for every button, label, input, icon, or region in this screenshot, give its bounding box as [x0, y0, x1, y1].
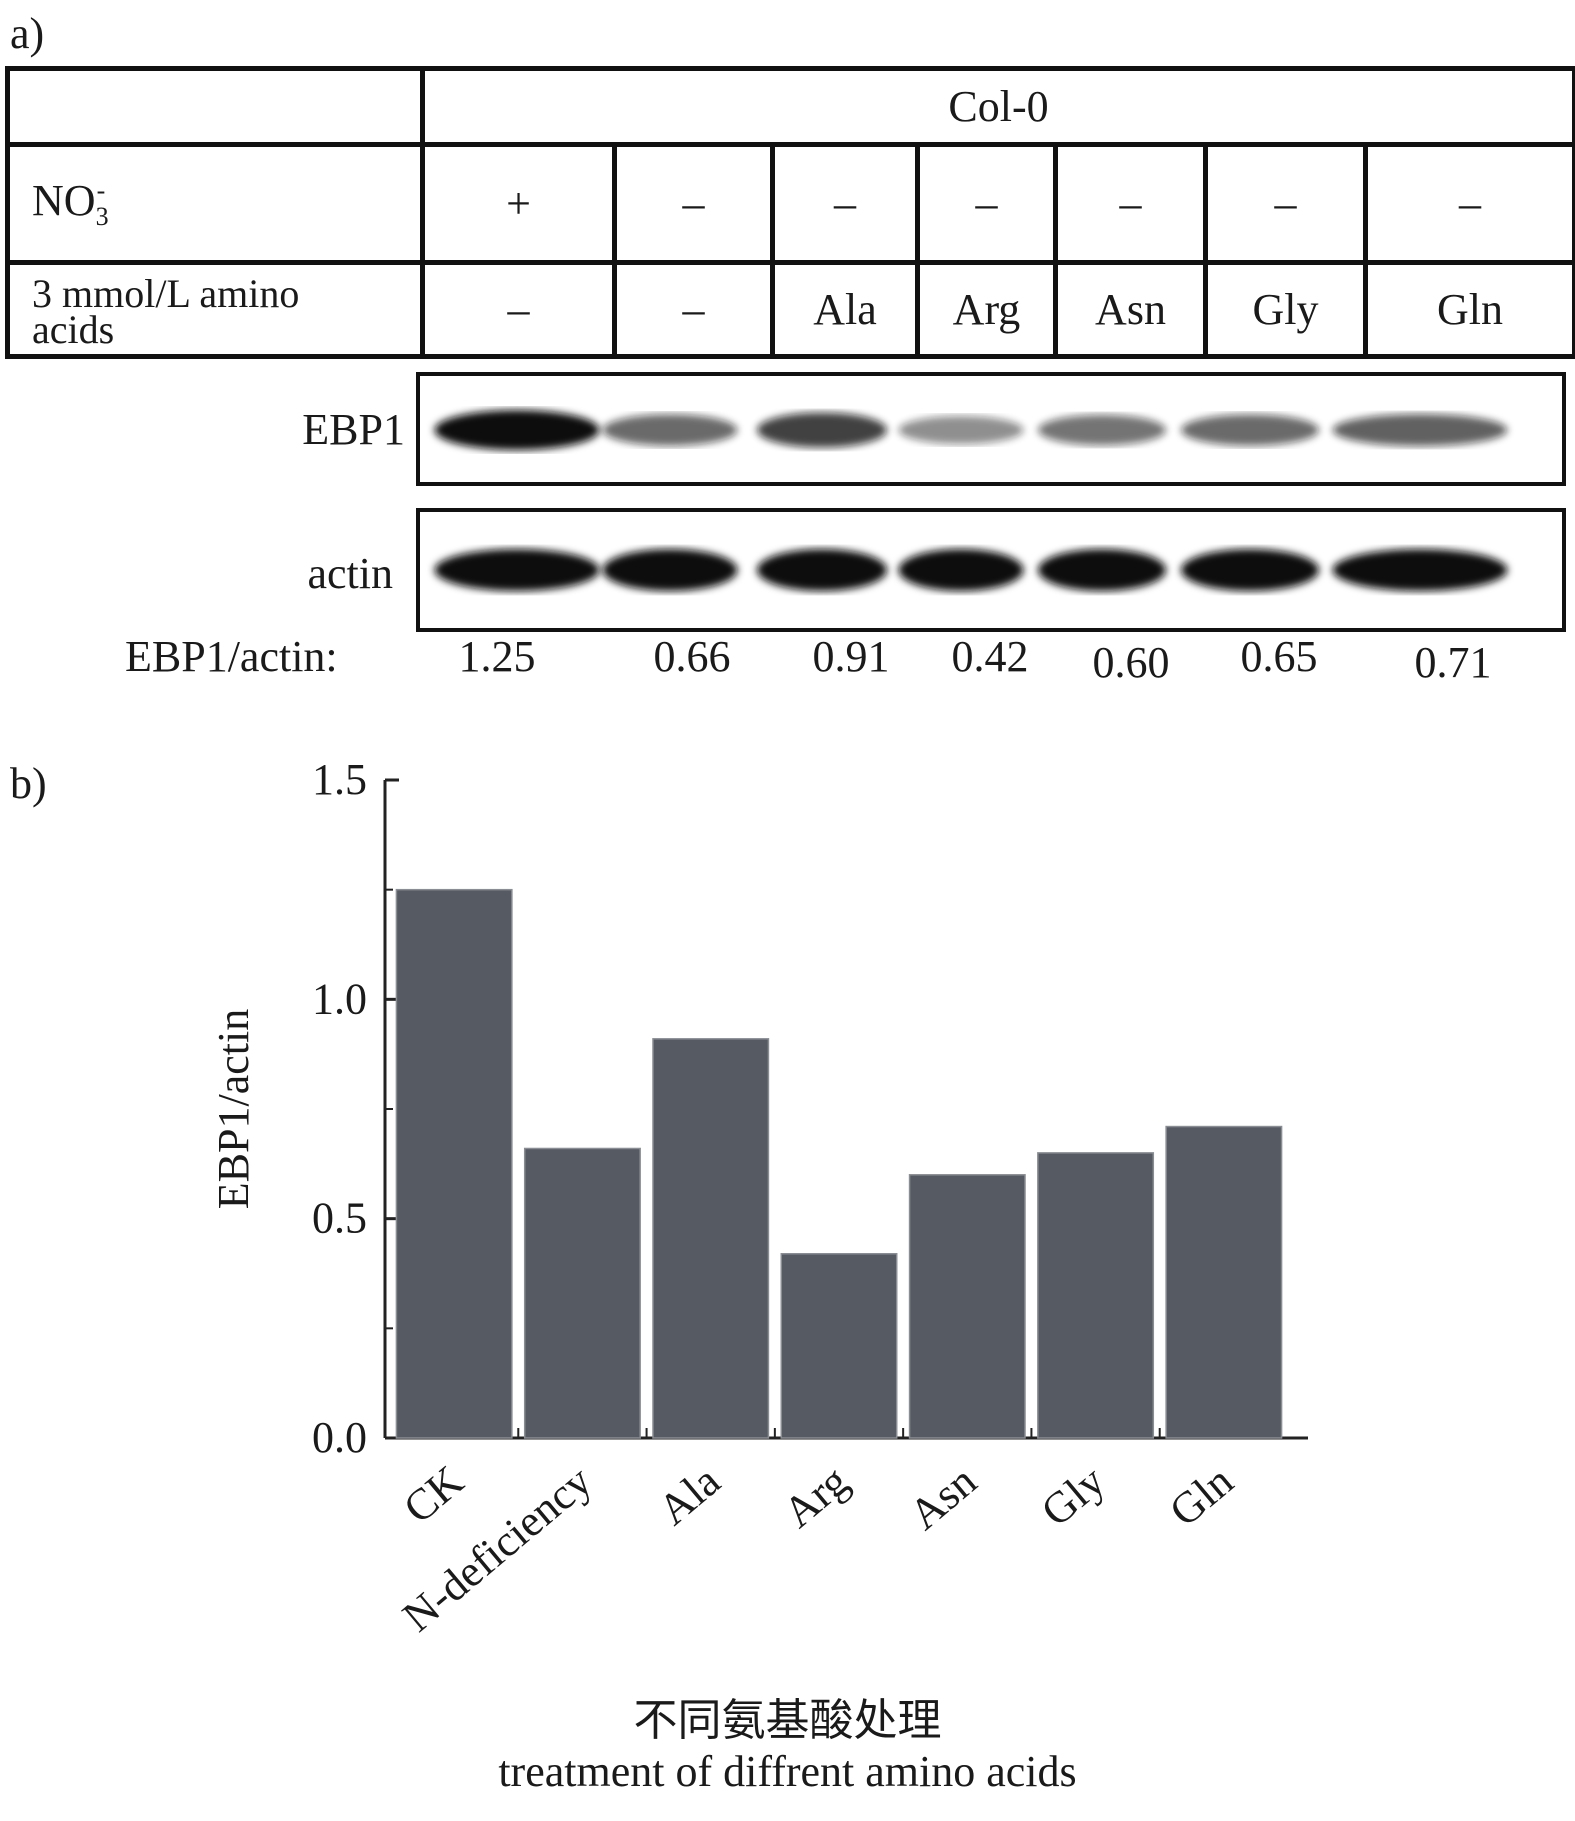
- ratio-value-5: 0.60: [1092, 638, 1170, 687]
- y-tick-label: 0.0: [312, 1413, 367, 1462]
- actin-band-5: [1038, 549, 1166, 591]
- no3-cell-1: +: [420, 142, 617, 265]
- no3-cell-3: –: [770, 142, 920, 265]
- ratio-value-4: 0.42: [951, 632, 1029, 681]
- y-tick-label: 1.5: [312, 755, 367, 804]
- bar-gln: [1165, 1125, 1283, 1439]
- x-axis-title-cn: 不同氨基酸处理: [633, 1696, 942, 1745]
- bar-asn: [908, 1174, 1026, 1439]
- no3-superscript: -: [96, 176, 106, 206]
- bar-ck: [395, 888, 513, 1439]
- amino-cell-1: –: [420, 260, 617, 359]
- amino-cell-5: Asn: [1053, 260, 1208, 359]
- actin-blot-image: [434, 549, 1508, 591]
- ebp1-blot: [416, 372, 1566, 486]
- ebp1-band-1: [434, 410, 600, 450]
- y-tick-label: 1.0: [312, 974, 367, 1023]
- y-tick-label: 0.5: [312, 1194, 367, 1243]
- no3-text: NO: [32, 176, 96, 226]
- ebp1-band-2: [602, 414, 738, 446]
- x-tick-label: Gln: [1160, 1456, 1242, 1536]
- no3-cell-2: –: [612, 142, 775, 265]
- ratio-value-7: 0.71: [1414, 638, 1492, 687]
- ebp1-blot-image: [434, 410, 1508, 450]
- x-axis-title-en: treatment of diffrent amino acids: [498, 1747, 1077, 1796]
- y-axis-title: EBP1/actin: [209, 1009, 258, 1209]
- no3-row-label: NO3-: [5, 142, 425, 265]
- x-tick-label: Arg: [774, 1456, 857, 1537]
- ratio-label: EBP1/actin:: [125, 632, 338, 681]
- genotype-header: Col-0: [419, 66, 1575, 147]
- no3-cell-5: –: [1053, 142, 1208, 265]
- amino-label-line1: 3 mmol/L amino: [32, 270, 300, 316]
- ratio-value-2: 0.66: [653, 632, 731, 681]
- amino-cell-4: Arg: [915, 260, 1058, 359]
- actin-band-6: [1181, 549, 1319, 591]
- no3-cell-6: –: [1203, 142, 1368, 265]
- bar-arg: [780, 1253, 898, 1439]
- ratio-value-1: 1.25: [458, 632, 536, 681]
- amino-row-label: 3 mmol/L amino acids: [5, 260, 425, 359]
- ebp1-blot-label: EBP1: [302, 405, 405, 454]
- amino-cell-2: –: [612, 260, 775, 359]
- ebp1-band-7: [1332, 413, 1508, 447]
- x-tick-label: CK: [394, 1456, 472, 1533]
- amino-label-line2: acids: [32, 306, 115, 352]
- x-tick-label: Ala: [649, 1456, 729, 1534]
- ebp1-band-4: [898, 415, 1024, 445]
- bar-gly: [1037, 1152, 1155, 1439]
- amino-cell-3: Ala: [770, 260, 920, 359]
- actin-band-1: [434, 549, 600, 591]
- no3-subscript: 3: [95, 201, 109, 231]
- actin-blot-label: actin: [307, 549, 393, 598]
- bar-n-deficiency: [523, 1147, 641, 1439]
- actin-blot: [416, 508, 1566, 632]
- ratio-value-3: 0.91: [812, 632, 890, 681]
- actin-band-2: [602, 549, 738, 591]
- actin-band-7: [1332, 549, 1508, 591]
- bar-ala: [652, 1038, 770, 1439]
- actin-band-4: [898, 549, 1024, 591]
- table-corner-cell: [5, 66, 425, 147]
- ebp1-band-6: [1181, 414, 1319, 446]
- ebp1-band-3: [757, 412, 887, 448]
- no3-cell-4: –: [915, 142, 1058, 265]
- no3-cell-7: –: [1362, 142, 1575, 265]
- x-tick-label: Asn: [900, 1456, 986, 1539]
- condition-table: Col-0 NO3- + – – – – – – 3 mmol/L amino a…: [5, 66, 1575, 359]
- amino-cell-6: Gly: [1203, 260, 1368, 359]
- actin-band-3: [757, 549, 887, 591]
- panel-a-label: a): [10, 9, 45, 58]
- amino-cell-7: Gln: [1362, 260, 1575, 359]
- x-tick-label: Gly: [1032, 1456, 1114, 1536]
- ebp1-band-5: [1038, 414, 1166, 446]
- panel-b-label: b): [10, 759, 47, 808]
- ratio-value-6: 0.65: [1240, 632, 1318, 681]
